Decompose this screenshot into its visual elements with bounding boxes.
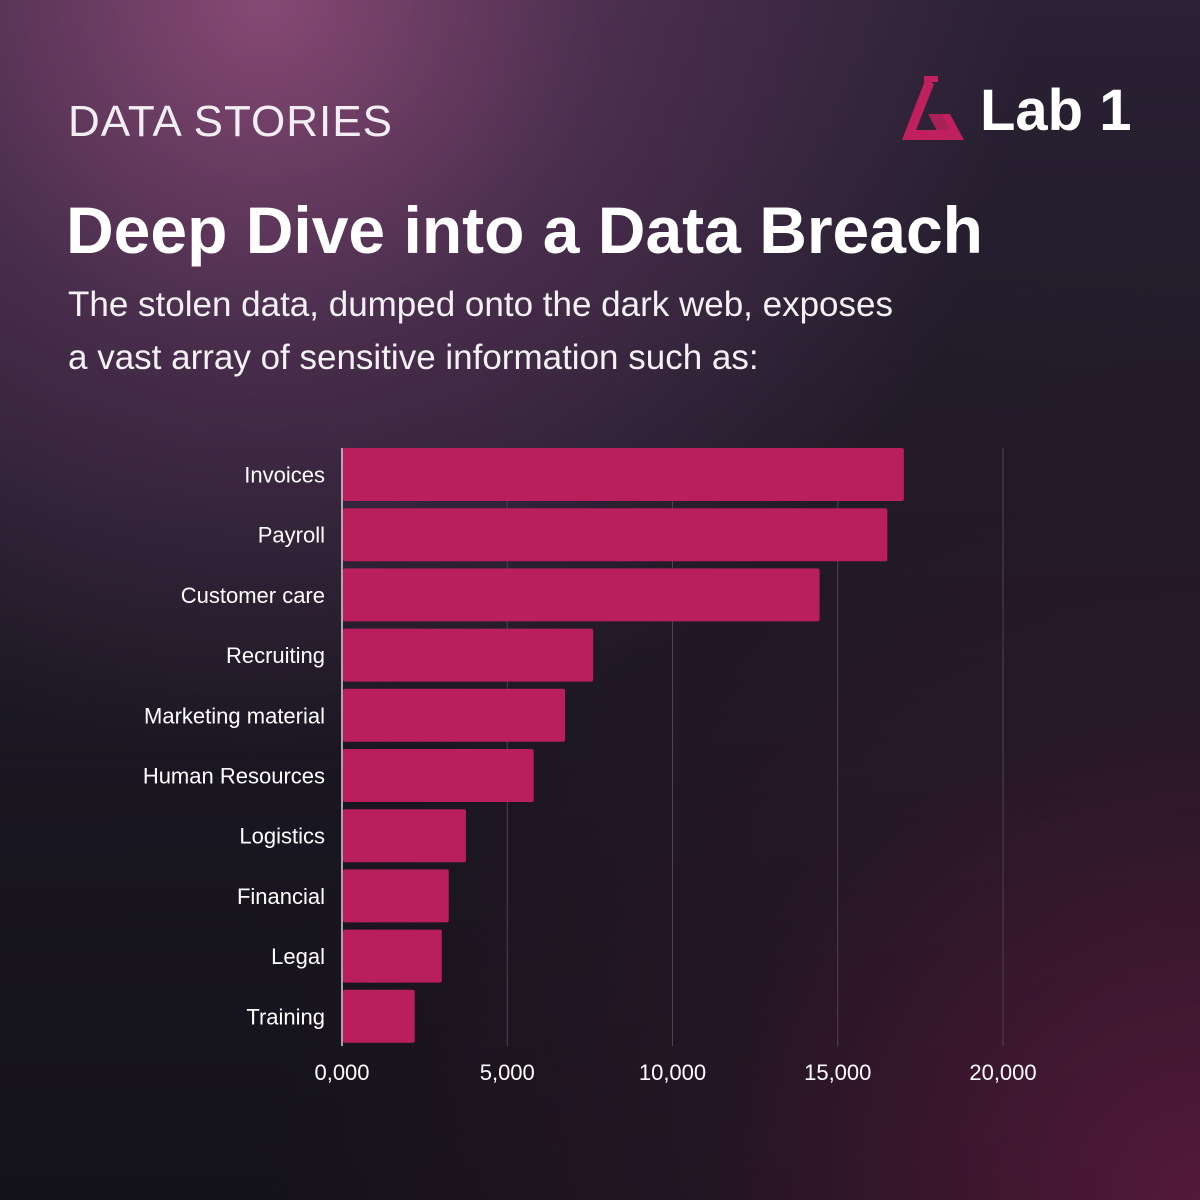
bar	[343, 989, 415, 1043]
logo-text: Lab 1	[980, 78, 1132, 143]
x-tick-label: 15,000	[804, 1060, 871, 1085]
subtitle: The stolen data, dumped onto the dark we…	[68, 278, 1068, 384]
category-label: Recruiting	[226, 643, 325, 668]
category-label: Customer care	[181, 583, 325, 608]
bar	[343, 869, 449, 923]
bar	[343, 508, 888, 562]
category-label: Training	[246, 1004, 325, 1029]
bar-chart: Invoices Payroll Customer care Recruiting Ma…	[143, 448, 1037, 1085]
bar-layer	[343, 448, 904, 1043]
kicker: DATA STORIES	[68, 97, 393, 146]
category-label: Financial	[237, 884, 325, 909]
logo: Lab 1	[898, 74, 1138, 146]
bar	[343, 929, 442, 983]
subtitle-line-2: a vast array of sensitive information su…	[68, 338, 759, 377]
bar	[343, 628, 594, 682]
category-label: Invoices	[244, 463, 325, 488]
page-title: Deep Dive into a Data Breach	[66, 193, 983, 267]
bar	[343, 568, 820, 622]
category-labels: Invoices Payroll Customer care Recruiting Ma…	[143, 463, 325, 1030]
x-tick-label: 0,000	[314, 1060, 369, 1085]
lab-flask-triangle-icon	[902, 76, 964, 140]
x-tick-label: 10,000	[639, 1060, 706, 1085]
x-tick-label: 5,000	[480, 1060, 535, 1085]
bar	[343, 688, 566, 742]
x-tick-label: 20,000	[969, 1060, 1036, 1085]
category-label: Logistics	[239, 824, 325, 849]
x-tick-labels: 0,000 5,000 10,000 15,000 20,000	[314, 1060, 1036, 1085]
category-label: Human Resources	[143, 764, 325, 789]
bar	[343, 448, 904, 501]
category-label: Payroll	[258, 523, 325, 548]
bar	[343, 809, 466, 863]
category-label: Legal	[271, 944, 325, 969]
subtitle-line-1: The stolen data, dumped onto the dark we…	[68, 285, 893, 324]
category-label: Marketing material	[144, 703, 325, 728]
bar	[343, 749, 534, 802]
